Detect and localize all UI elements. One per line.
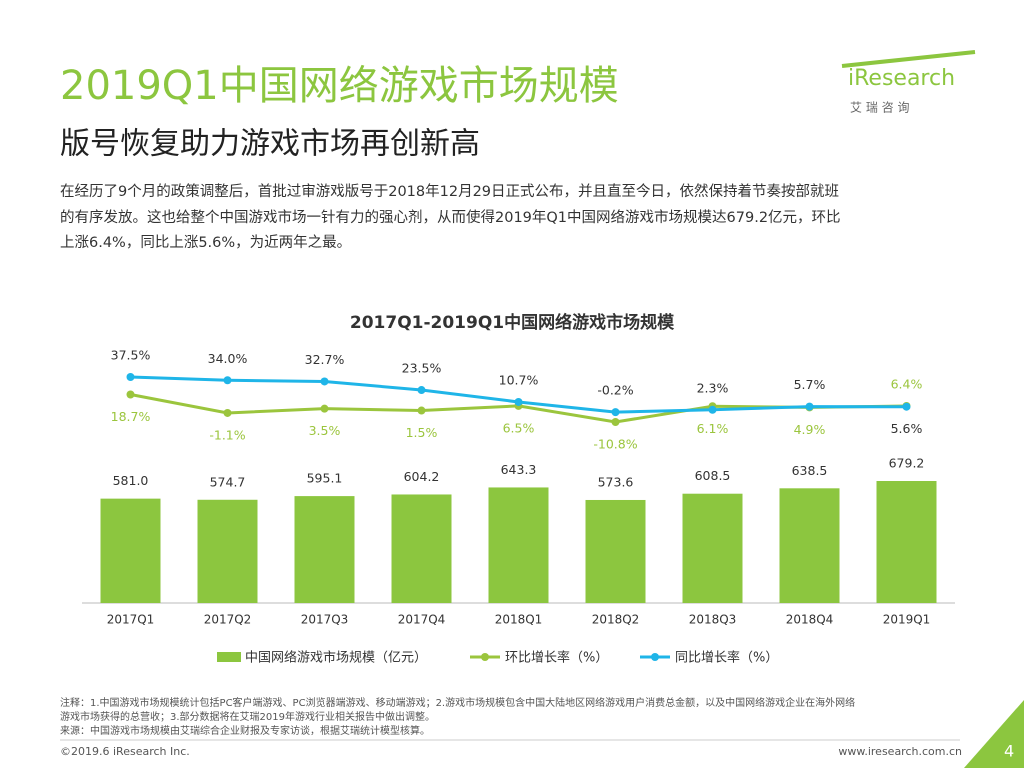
- x-tick-label: 2018Q1: [495, 613, 543, 627]
- bar-value-label: 595.1: [307, 471, 343, 486]
- chart-title: 2017Q1-2019Q1中国网络游戏市场规模: [350, 312, 675, 333]
- line-point: [611, 408, 620, 417]
- line-point: [223, 376, 232, 385]
- line-point: [126, 390, 135, 399]
- line-value-label: 6.5%: [503, 420, 535, 435]
- line-value-label: 6.4%: [891, 376, 923, 391]
- line-point: [902, 402, 911, 411]
- bar: [876, 481, 937, 603]
- bar: [100, 498, 161, 603]
- bar: [294, 496, 355, 603]
- bar: [488, 487, 549, 603]
- bar-value-label: 604.2: [404, 469, 440, 484]
- line-value-label: 10.7%: [499, 372, 539, 387]
- bar-value-label: 608.5: [695, 468, 731, 483]
- line-value-label: -1.1%: [209, 427, 245, 442]
- line-value-label: 4.9%: [794, 422, 826, 437]
- page-number: 4: [1004, 742, 1014, 761]
- line-point: [417, 406, 426, 415]
- line-value-label: 32.7%: [305, 352, 345, 367]
- legend-label: 中国网络游戏市场规模（亿元）: [245, 650, 427, 666]
- logo-name: iResearch: [848, 66, 955, 91]
- bar: [197, 499, 258, 603]
- legend-swatch: [217, 652, 241, 662]
- line-point: [514, 397, 523, 406]
- bar-value-label: 573.6: [598, 474, 634, 489]
- bar: [779, 488, 840, 603]
- legend-label: 环比增长率（%）: [505, 650, 608, 666]
- bar-value-label: 638.5: [792, 463, 828, 478]
- note-line: 注释：1.中国游戏市场规模统计包括PC客户端游戏、PC浏览器端游戏、移动端游戏；…: [60, 696, 855, 709]
- line-point: [223, 408, 232, 417]
- body-line: 在经历了9个月的政策调整后，首批过审游戏版号于2018年12月29日正式公布，并…: [60, 183, 839, 200]
- line-point: [417, 386, 426, 395]
- logo-sub: 艾 瑞 咨 询: [850, 100, 909, 115]
- x-tick-label: 2017Q2: [204, 613, 252, 627]
- line-value-label: -0.2%: [597, 383, 633, 398]
- x-tick-label: 2017Q4: [398, 613, 446, 627]
- copyright: ©2019.6 iResearch Inc.: [60, 745, 190, 758]
- line-point: [611, 418, 620, 426]
- line-point: [126, 373, 135, 381]
- line-value-label: 5.7%: [794, 377, 826, 392]
- slide-subtitle: 版号恢复助力游戏市场再创新高: [60, 127, 480, 162]
- line-value-label: 5.6%: [891, 421, 923, 436]
- line-point: [708, 405, 717, 414]
- x-tick-label: 2017Q1: [107, 613, 155, 627]
- line-value-label: 3.5%: [309, 423, 341, 438]
- corner-triangle: [964, 700, 1024, 768]
- bar-value-label: 643.3: [501, 462, 537, 477]
- line-point: [320, 377, 329, 386]
- bar: [682, 493, 743, 603]
- x-tick-label: 2018Q4: [786, 613, 834, 627]
- line-value-label: -10.8%: [593, 437, 637, 452]
- line-value-label: 18.7%: [111, 409, 151, 424]
- bar: [391, 494, 452, 603]
- line-point: [805, 402, 814, 411]
- bar-value-label: 574.7: [210, 474, 246, 489]
- bar: [585, 499, 646, 603]
- line-value-label: 2.3%: [697, 380, 729, 395]
- legend-swatch: [651, 653, 659, 661]
- url: www.iresearch.com.cn: [838, 745, 962, 758]
- line-value-label: 23.5%: [402, 361, 442, 376]
- slide-title: 2019Q1中国网络游戏市场规模: [60, 63, 619, 109]
- legend-swatch: [481, 653, 489, 661]
- legend-label: 同比增长率（%）: [675, 650, 778, 666]
- line-value-label: 37.5%: [111, 348, 151, 363]
- x-tick-label: 2019Q1: [883, 613, 931, 627]
- note-line: 游戏市场获得的总营收；3.部分数据将在艾瑞2019年游戏行业相关报告中做出调整。: [60, 710, 435, 723]
- bar-value-label: 581.0: [113, 473, 149, 488]
- line-value-label: 1.5%: [406, 425, 438, 440]
- line-point: [320, 404, 329, 413]
- line-value-label: 6.1%: [697, 421, 729, 436]
- body-line: 上涨6.4%，同比上涨5.6%，为近两年之最。: [60, 234, 351, 251]
- note-line: 来源：中国游戏市场规模由艾瑞综合企业财报及专家访谈，根据艾瑞统计模型核算。: [60, 724, 430, 737]
- body-line: 的有序发放。这也给整个中国游戏市场一针有力的强心剂，从而使得2019年Q1中国网…: [60, 209, 841, 226]
- line-value-label: 34.0%: [208, 351, 248, 366]
- logo-swoosh: [841, 50, 976, 68]
- x-tick-label: 2018Q3: [689, 613, 737, 627]
- x-tick-label: 2017Q3: [301, 613, 349, 627]
- bar-value-label: 679.2: [889, 456, 925, 471]
- x-tick-label: 2018Q2: [592, 613, 640, 627]
